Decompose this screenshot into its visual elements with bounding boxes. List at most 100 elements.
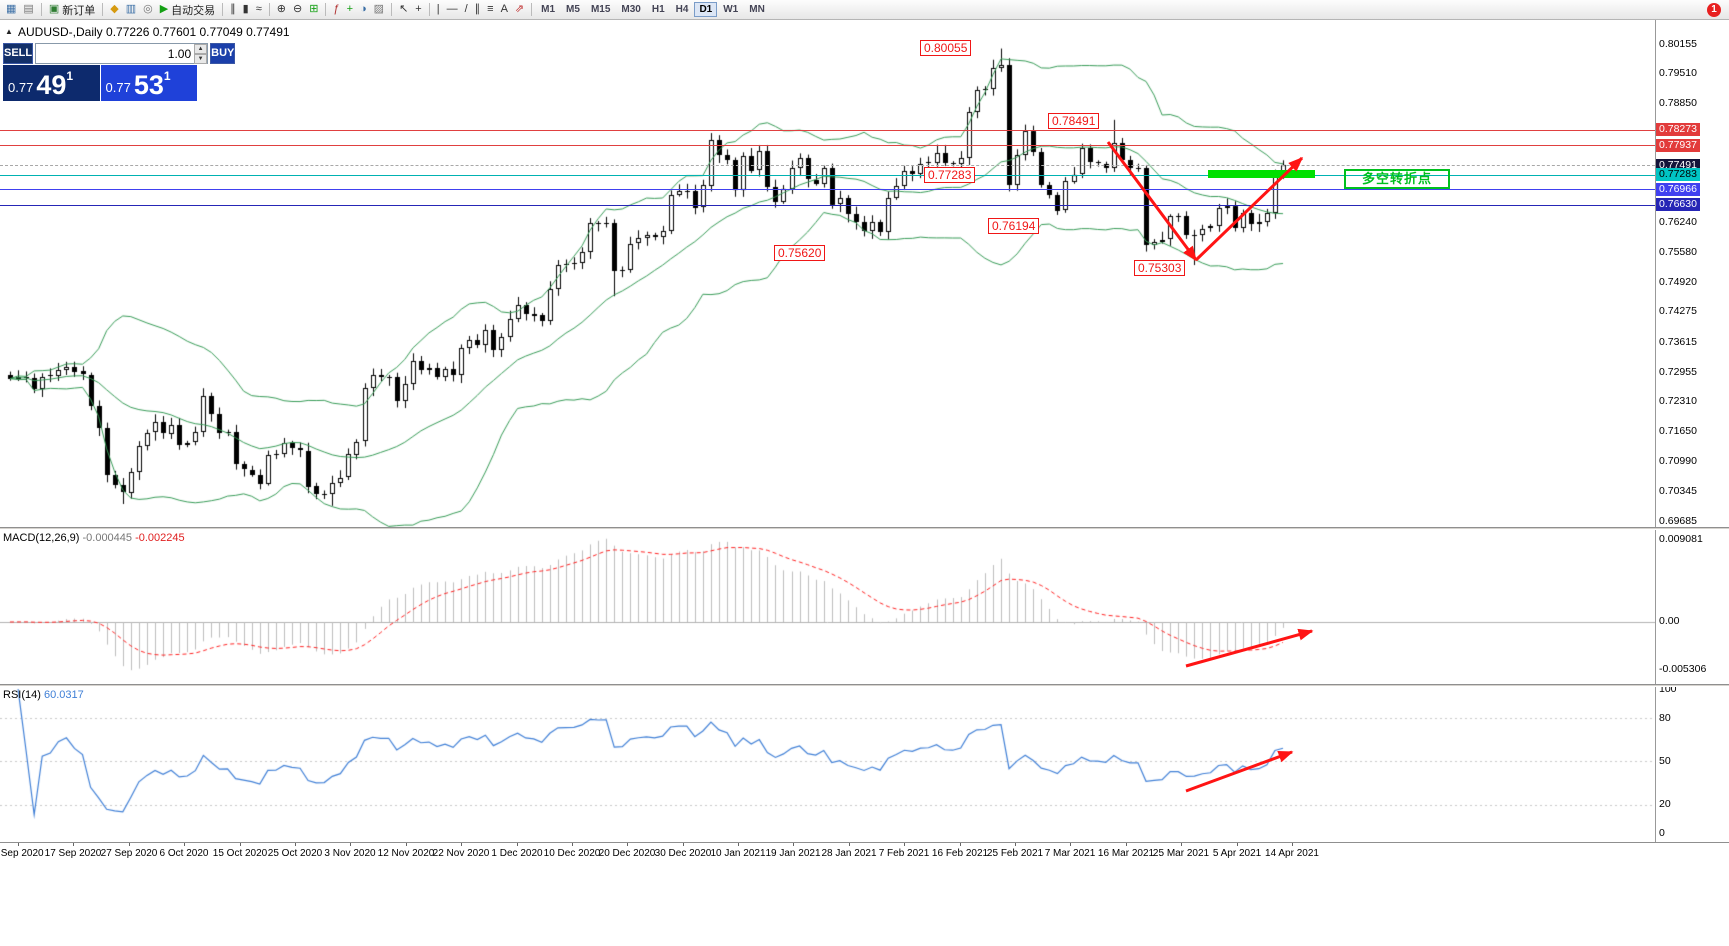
date-label: 22 Nov 2020 bbox=[432, 848, 490, 859]
axis-price-label: 0.70990 bbox=[1659, 455, 1697, 468]
price-callout[interactable]: 0.75620 bbox=[774, 245, 826, 261]
sell-button[interactable]: SELL bbox=[3, 43, 34, 64]
indicators-button[interactable]: ƒ bbox=[330, 1, 342, 19]
notification-badge[interactable]: 1 bbox=[1707, 3, 1721, 17]
date-tick bbox=[18, 843, 19, 846]
price-level-line[interactable] bbox=[0, 165, 1655, 166]
navigator-button[interactable]: ◎ bbox=[140, 1, 156, 19]
axis-price-label: 0.70345 bbox=[1659, 484, 1697, 497]
templates-button[interactable]: ▨ bbox=[371, 1, 387, 19]
support-zone-bar[interactable] bbox=[1208, 170, 1315, 178]
one-click-trading-panel: SELL ▲ ▼ BUY 0.77 49 1 0.77 53 1 bbox=[3, 43, 236, 101]
timeframe-m1[interactable]: M1 bbox=[541, 4, 556, 15]
volume-input[interactable] bbox=[36, 44, 195, 63]
timeframe-w1[interactable]: W1 bbox=[723, 4, 739, 15]
autotrading-button[interactable]: ▶ 自动交易 bbox=[157, 1, 218, 19]
date-tick bbox=[904, 843, 905, 846]
candle-chart-button[interactable]: ▮ bbox=[240, 1, 252, 19]
timeframe-h1[interactable]: H1 bbox=[651, 4, 665, 15]
buy-button[interactable]: BUY bbox=[210, 43, 236, 64]
channel-button[interactable]: ∥ bbox=[472, 1, 484, 19]
horizontal-line-icon: — bbox=[446, 3, 458, 15]
timeframe-m15[interactable]: M15 bbox=[590, 4, 611, 15]
price-level-line[interactable] bbox=[0, 189, 1655, 190]
text-button[interactable]: A bbox=[498, 1, 511, 19]
price-level-line[interactable] bbox=[0, 175, 1655, 176]
quick-trade-toggle-icon[interactable]: ▲ bbox=[5, 27, 13, 36]
cursor-button[interactable]: ↖ bbox=[396, 1, 411, 19]
price-callout[interactable]: 0.75303 bbox=[1134, 260, 1186, 276]
date-tick bbox=[738, 843, 739, 846]
new-chart-button[interactable]: ▦ bbox=[3, 1, 19, 19]
date-tick bbox=[1292, 843, 1293, 846]
toolbar-separator bbox=[325, 3, 327, 16]
new-order-button[interactable]: ▣ 新订单 bbox=[46, 1, 98, 19]
timeframe-h4[interactable]: H4 bbox=[675, 4, 689, 15]
timeframe-mn[interactable]: MN bbox=[749, 4, 765, 15]
axis-price-label: 0.74920 bbox=[1659, 276, 1697, 289]
zoom-in-button[interactable]: ⊕ bbox=[274, 1, 289, 19]
date-tick bbox=[1237, 843, 1238, 846]
volume-increase-button[interactable]: ▲ bbox=[194, 44, 208, 54]
price-callout[interactable]: 0.76194 bbox=[988, 218, 1040, 234]
period-button[interactable]: ◑ bbox=[357, 1, 370, 19]
profiles-button[interactable]: ▤ bbox=[20, 1, 36, 19]
rsi-axis-label: 50 bbox=[1659, 754, 1671, 767]
vline-button[interactable]: | bbox=[434, 1, 443, 19]
rsi-axis-label: 80 bbox=[1659, 711, 1671, 724]
macd-panel-canvas[interactable] bbox=[0, 530, 1655, 684]
crosshair-icon: + bbox=[415, 3, 422, 15]
date-label: 16 Mar 2021 bbox=[1097, 848, 1155, 859]
date-label: 7 Mar 2021 bbox=[1044, 848, 1096, 859]
macd-axis-label: 0.009081 bbox=[1659, 533, 1703, 546]
timeframe-d1[interactable]: D1 bbox=[694, 2, 718, 17]
data-window-button[interactable]: ▥ bbox=[123, 1, 139, 19]
date-label: 12 Nov 2020 bbox=[377, 848, 435, 859]
date-tick bbox=[73, 843, 74, 846]
price-level-line[interactable] bbox=[0, 145, 1655, 146]
reversal-note-label[interactable]: 多空转折点 bbox=[1344, 169, 1450, 189]
buy-price[interactable]: 0.77 53 1 bbox=[100, 65, 197, 101]
volume-spinner: ▲ ▼ bbox=[194, 44, 208, 64]
add-indicator-button[interactable]: + bbox=[344, 1, 356, 19]
price-callout[interactable]: 0.78491 bbox=[1048, 113, 1100, 129]
crosshair-button[interactable]: + bbox=[412, 1, 424, 19]
date-label: 17 Sep 2020 bbox=[44, 848, 102, 859]
arrows-button[interactable]: ⇗ bbox=[512, 1, 527, 19]
panel-separator[interactable] bbox=[0, 684, 1729, 687]
panel-separator[interactable] bbox=[0, 527, 1729, 530]
axis-price-label: 0.74275 bbox=[1659, 305, 1697, 318]
vertical-line-icon: | bbox=[436, 3, 440, 15]
volume-decrease-button[interactable]: ▼ bbox=[194, 54, 208, 64]
price-callout[interactable]: 0.77283 bbox=[924, 167, 976, 183]
line-chart-button[interactable]: ≈ bbox=[253, 1, 265, 19]
volume-field: ▲ ▼ bbox=[35, 43, 209, 64]
timeframe-m5[interactable]: M5 bbox=[566, 4, 580, 15]
rsi-panel-canvas[interactable] bbox=[0, 687, 1655, 842]
date-tick bbox=[1126, 843, 1127, 846]
text-tool-icon: A bbox=[500, 3, 508, 15]
hline-button[interactable]: — bbox=[444, 1, 461, 19]
date-label: 28 Jan 2021 bbox=[821, 848, 877, 859]
date-label: 14 Apr 2021 bbox=[1265, 848, 1319, 859]
price-chart-canvas[interactable] bbox=[0, 20, 1655, 527]
date-label: 10 Dec 2020 bbox=[543, 848, 601, 859]
price-axis bbox=[1655, 20, 1729, 842]
fibonacci-icon: ≡ bbox=[487, 3, 494, 15]
price-level-line[interactable] bbox=[0, 130, 1655, 131]
buy-price-big-digits: 53 bbox=[133, 70, 164, 100]
trendline-button[interactable]: / bbox=[462, 1, 471, 19]
fibonacci-button[interactable]: ≡ bbox=[484, 1, 496, 19]
price-level-line[interactable] bbox=[0, 205, 1655, 206]
rsi-axis-label: 0 bbox=[1659, 826, 1665, 839]
templates-icon: ▨ bbox=[373, 3, 385, 15]
price-callout[interactable]: 0.80055 bbox=[920, 40, 972, 56]
bar-chart-button[interactable]: ∥ bbox=[227, 1, 239, 19]
tile-windows-button[interactable]: ⊞ bbox=[306, 1, 321, 19]
sell-price[interactable]: 0.77 49 1 bbox=[3, 65, 100, 101]
zoom-out-button[interactable]: ⊖ bbox=[290, 1, 305, 19]
market-watch-button[interactable]: ◆ bbox=[107, 1, 121, 19]
timeframe-m30[interactable]: M30 bbox=[621, 4, 641, 15]
date-label: 10 Jan 2021 bbox=[710, 848, 766, 859]
